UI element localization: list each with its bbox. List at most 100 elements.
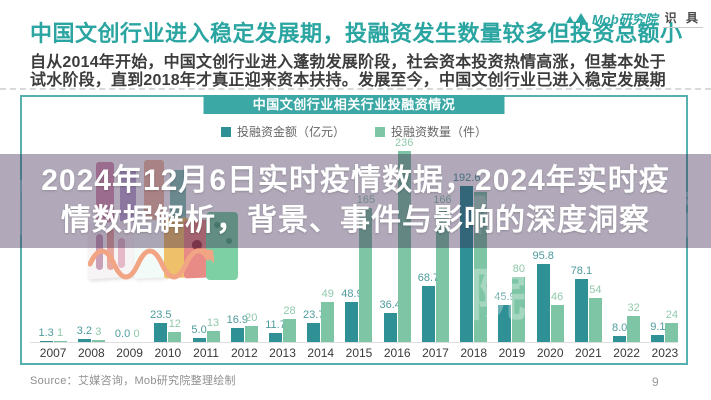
count-bar-2022 — [627, 316, 641, 342]
bar-value-label: 8.0 — [611, 322, 628, 334]
bar-plot-area: 1.3 1 3.2 3 0.0 0 23.5 12 5.0 13 16.9 20 11.7 28 23.7 4… — [34, 137, 684, 342]
count-bar-2021 — [588, 298, 602, 342]
bar-value-label: 36.4 — [379, 299, 401, 311]
year-label-2016: 2016 — [383, 346, 411, 360]
bar-value-label: 11.7 — [265, 319, 286, 331]
brand-name: Mob研究院 — [591, 11, 658, 27]
decorative-chart-illustration — [86, 160, 238, 286]
bar-group-2009: 0.0 0 — [110, 142, 148, 342]
bar-value-label: 192.6 — [452, 172, 481, 184]
wavy-arrow-icon — [88, 248, 215, 280]
legend-swatch-amount — [220, 126, 231, 137]
chart-panel: 中国文创行业相关行业投融资情况 投融资金额（亿元） 投融资数量（件） 1.3 1 3… — [20, 95, 688, 365]
brand-badge: 识 具 — [662, 8, 703, 28]
bar-group-2021: 78.1 54 — [569, 142, 607, 342]
bar-value-label: 32 — [627, 302, 640, 314]
count-bar-2015 — [359, 208, 373, 342]
bar-group-2023: 9.1 24 — [646, 142, 684, 342]
count-bar-2008 — [91, 340, 105, 342]
amount-bar-2013 — [269, 333, 283, 342]
bar-value-label: 1 — [57, 327, 64, 339]
count-bar-2023 — [665, 323, 679, 342]
year-label-2020: 2020 — [536, 346, 564, 360]
year-label-2012: 2012 — [230, 346, 258, 360]
bar-value-label: 236 — [395, 137, 414, 149]
amount-bar-2014 — [307, 323, 321, 342]
amount-bar-2010 — [154, 323, 168, 342]
year-label-2010: 2010 — [154, 346, 182, 360]
mountain-logo-icon — [565, 13, 587, 23]
bar-value-label: 3.2 — [76, 325, 92, 337]
bar-value-label: 23.7 — [303, 309, 325, 321]
amount-bar-2007 — [39, 341, 53, 342]
bar-value-label: 80 — [512, 263, 526, 275]
amount-bar-2008 — [77, 339, 91, 342]
count-bar-2016 — [397, 151, 411, 342]
legend-item-amount: 投融资金额（亿元） — [220, 123, 345, 140]
year-label-2015: 2015 — [345, 346, 373, 360]
bar-group-2014: 23.7 49 — [302, 142, 340, 342]
amount-bar-2018 — [460, 186, 474, 342]
bar-group-2007: 1.3 1 — [34, 142, 72, 342]
overlay-headline-line-1: 2024年12月6日实时疫情数据，2024年实时疫 — [41, 164, 670, 197]
year-label-2021: 2021 — [575, 346, 602, 360]
bar-value-label: 95.8 — [532, 250, 554, 262]
year-label-2013: 2013 — [269, 346, 296, 360]
bar-value-label: 5.0 — [191, 324, 207, 336]
count-bar-2019 — [512, 277, 526, 342]
year-label-2007: 2007 — [39, 346, 67, 360]
bar-group-2018: 192.6 — [452, 142, 493, 342]
bar-value-label: 48.9 — [341, 288, 363, 300]
amount-bar-2015 — [345, 302, 359, 342]
bar-value-label: 28 — [283, 305, 296, 317]
bar-group-2015: 48.9 165 — [340, 142, 378, 342]
brand-logo: Mob研究院 识 具 — [565, 8, 703, 28]
year-label-2023: 2023 — [651, 346, 679, 360]
bar-group-2012: 16.9 20 — [225, 142, 263, 342]
amount-bar-2021 — [574, 279, 588, 342]
page-title: 中国文创行业进入稳定发展期，投融资发生数量较多但投资总额小 — [30, 21, 683, 46]
bar-value-label: 54 — [589, 284, 602, 296]
x-axis-labels: 2007 2008 2009 2010 2011 2012 2013 2014 2015 2016… — [34, 346, 684, 360]
amount-bar-2020 — [536, 264, 550, 342]
bar-group-2017: 68.7 166 — [416, 142, 454, 342]
count-bar-2013 — [283, 319, 297, 342]
bar-value-label: 13 — [206, 317, 220, 329]
dashed-divider — [0, 88, 711, 90]
count-bar-2020 — [550, 305, 564, 342]
bar-group-2011: 5.0 13 — [187, 142, 225, 342]
amount-bar-2012 — [230, 328, 244, 342]
source-attribution: Source：艾媒咨询，Mob研究院整理绘制 — [30, 375, 236, 387]
bar-value-label: 49 — [321, 288, 334, 300]
count-bar-2012 — [244, 326, 258, 342]
x-axis-line — [30, 342, 678, 343]
bar-value-label: 0 — [133, 328, 140, 340]
page-number: 9 — [652, 375, 659, 389]
amount-bar-2011 — [192, 338, 206, 342]
bar-value-label: 45.9 — [494, 291, 516, 303]
bar-value-label: 1.3 — [38, 327, 54, 339]
amount-bar-2017 — [421, 286, 435, 342]
year-label-2009: 2009 — [116, 346, 143, 360]
bar-value-label: 165 — [356, 194, 376, 206]
bar-group-2013: 11.7 28 — [263, 142, 301, 342]
intro-line-2: 试水阶段，直到2018年才真正迎来资本扶持。发展至今，中国文创行业已进入稳定发展… — [30, 71, 666, 89]
bar-group-2022: 8.0 32 — [608, 142, 646, 342]
bar-group-2010: 23.5 12 — [149, 142, 187, 342]
chart-legend: 投融资金额（亿元） 投融资数量（件） — [22, 123, 686, 140]
year-label-2011: 2011 — [193, 346, 219, 360]
legend-label-amount: 投融资金额（亿元） — [236, 125, 345, 139]
bar-value-label: 46 — [551, 291, 564, 303]
bar-value-label: 0.0 — [114, 328, 131, 340]
legend-item-count: 投融资数量（件） — [375, 123, 487, 140]
bar-group-2016: 36.4 236 — [378, 137, 416, 342]
bar-value-label: 78.1 — [570, 265, 593, 277]
headline-overlay-banner: 2024年12月6日实时疫情数据，2024年实时疫 情数据解析，背景、事件与影响… — [0, 154, 711, 248]
bar-value-label: 3 — [95, 326, 102, 338]
bar-value-label: 23.5 — [150, 309, 172, 321]
bar-group-2019: 45.9 80 — [493, 142, 531, 342]
bar-value-label: 68.7 — [417, 272, 440, 284]
bar-value-label: 9.1 — [650, 321, 666, 333]
bar-value-label: 20 — [245, 312, 258, 324]
bar-value-label: 12 — [168, 318, 181, 330]
